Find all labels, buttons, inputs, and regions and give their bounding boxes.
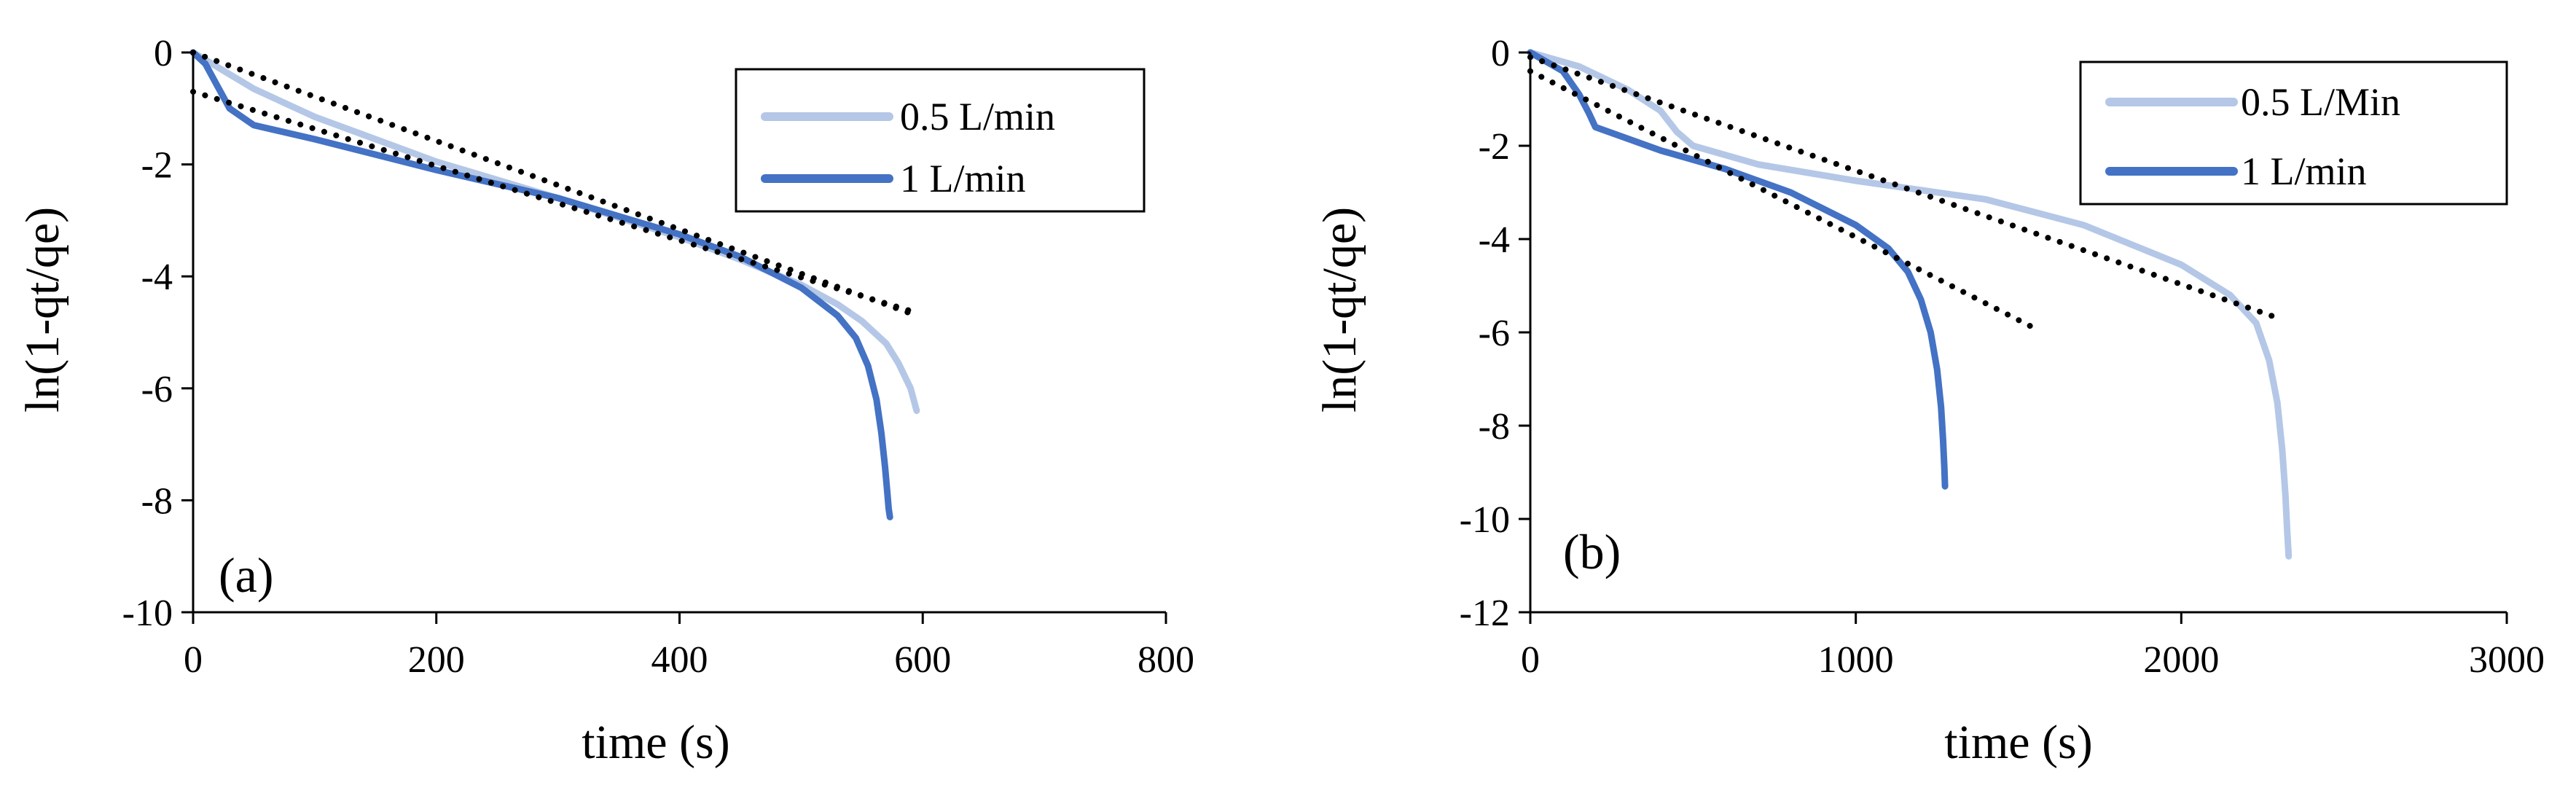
y-axis-label: ln(1-qt/qe) (1313, 207, 1366, 413)
panel-label: (b) (1563, 524, 1621, 579)
x-tick-label: 800 (1138, 639, 1194, 681)
y-axis-label: ln(1-qt/qe) (16, 207, 69, 413)
x-tick-label: 200 (408, 639, 465, 681)
y-tick-label: -8 (141, 480, 173, 522)
y-tick-label: -12 (1460, 593, 1510, 634)
y-tick-label: 0 (154, 33, 173, 74)
legend-label-dark: 1 L/min (2241, 149, 2367, 193)
y-tick-label: -2 (141, 145, 173, 187)
x-tick-label: 600 (894, 639, 951, 681)
x-tick-label: 1000 (1818, 639, 1894, 681)
legend-box (2079, 60, 2508, 206)
panel-label: (a) (219, 547, 273, 603)
trend-line (1527, 54, 2282, 321)
y-tick-label: -2 (1479, 126, 1510, 168)
x-tick-label: 400 (651, 639, 708, 681)
y-tick-label: -10 (1460, 499, 1510, 541)
x-tick-label: 3000 (2469, 639, 2545, 681)
y-tick-label: -6 (141, 369, 173, 410)
y-tick-label: -10 (122, 593, 173, 634)
chart-panel-b: ln(1-qt/qe) time (s) 0.5 L/Min 1 L/min (… (1313, 33, 2545, 769)
series-line-dark (1527, 49, 1949, 490)
y-tick-label: -4 (141, 257, 173, 298)
legend-label-light: 0.5 L/Min (2241, 80, 2400, 124)
x-tick-label: 2000 (2143, 639, 2219, 681)
legend-label-dark: 1 L/min (900, 157, 1026, 200)
series-line-light (1527, 49, 2293, 560)
y-tick-label: -8 (1479, 406, 1510, 448)
x-tick-label: 0 (184, 639, 203, 681)
legend-box (735, 68, 1146, 213)
x-tick-label: 0 (1521, 639, 1540, 681)
x-axis-label: time (s) (582, 716, 729, 769)
chart-panel-a: ln(1-qt/qe) time (s) 0.5 L/min 1 L/min (… (16, 33, 1194, 769)
y-tick-label: 0 (1491, 33, 1510, 74)
legend-label-light: 0.5 L/min (900, 95, 1055, 138)
trend-line (1527, 68, 2041, 333)
y-tick-label: -4 (1479, 219, 1510, 261)
trend-line (190, 50, 920, 319)
y-tick-label: -6 (1479, 313, 1510, 354)
trend-line (190, 88, 920, 316)
x-axis-label: time (s) (1944, 716, 2092, 769)
series-line-dark (189, 49, 893, 520)
